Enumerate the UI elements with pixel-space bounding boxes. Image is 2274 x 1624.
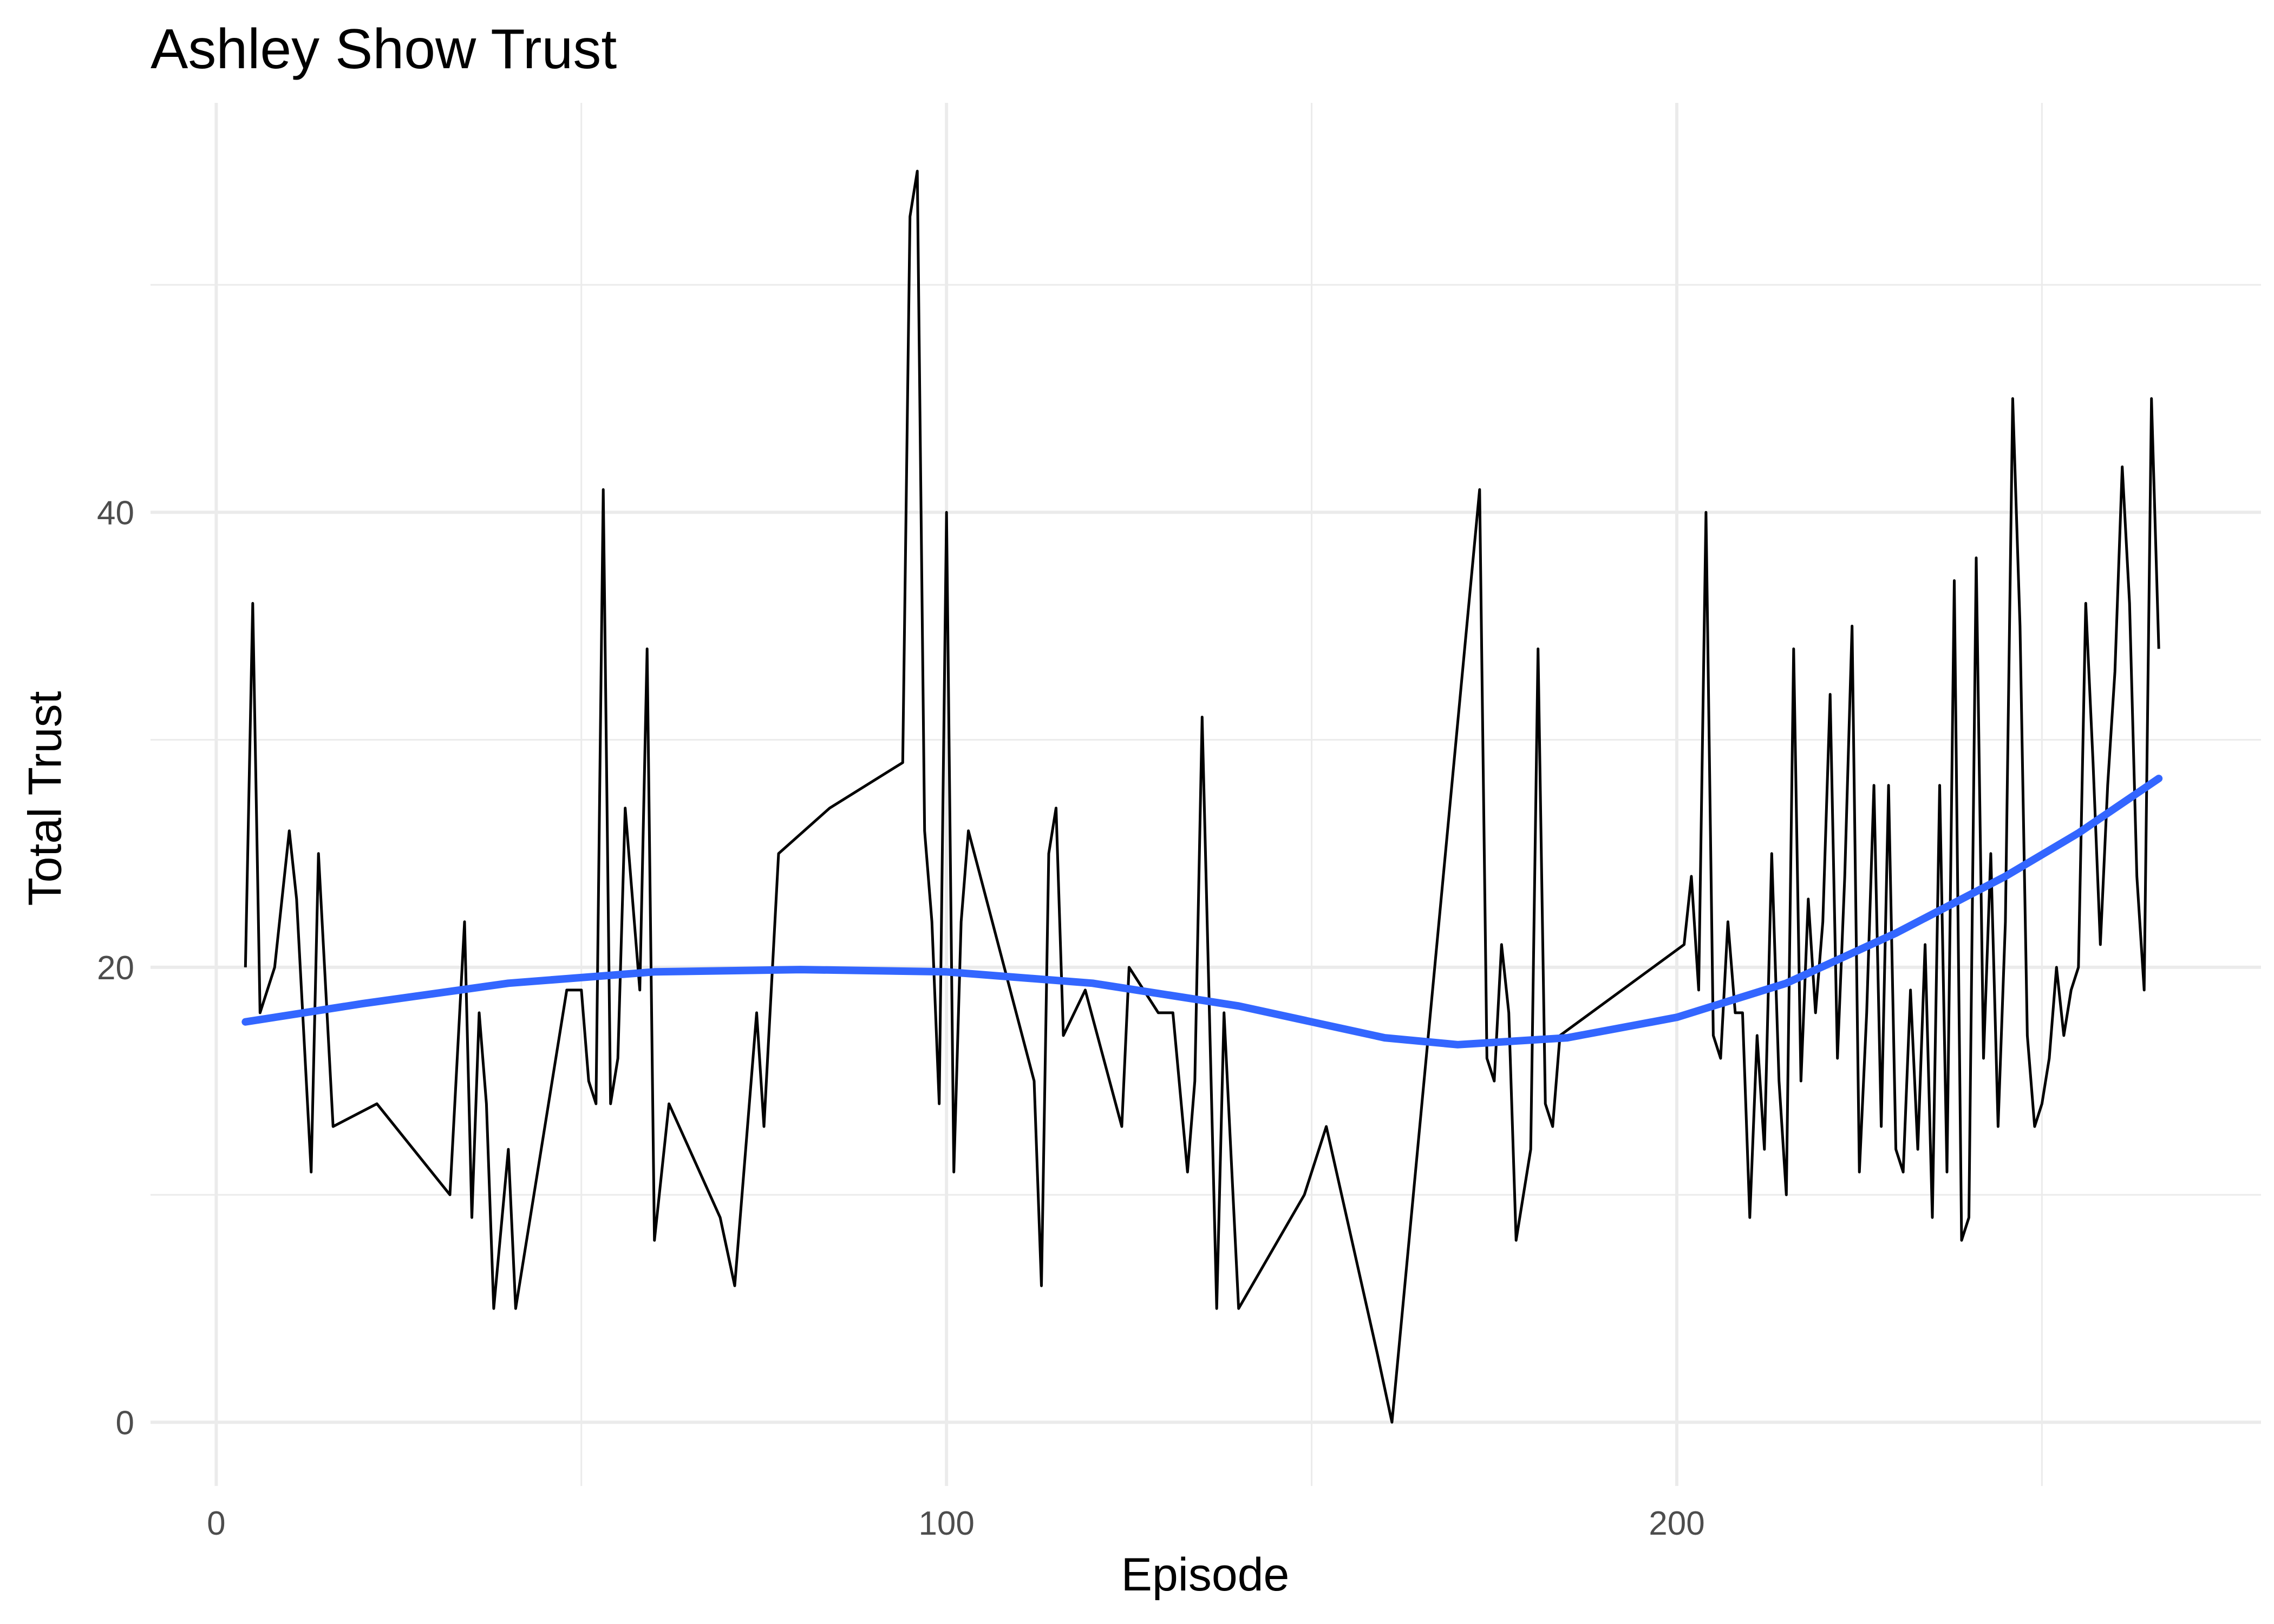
y-tick-label: 0 — [116, 1404, 134, 1442]
x-tick-label: 200 — [1649, 1505, 1704, 1542]
trust-series-line — [244, 169, 2160, 1424]
chart-title: Ashley Show Trust — [151, 18, 617, 81]
x-tick-label: 0 — [207, 1505, 225, 1542]
x-tick-label: 100 — [918, 1505, 974, 1542]
y-tick-label: 20 — [97, 949, 134, 987]
x-axis-label: Episode — [1121, 1549, 1290, 1601]
smooth-trend-line — [241, 775, 2163, 1049]
y-tick-label: 40 — [97, 494, 134, 532]
y-axis-label: Total Trust — [19, 691, 71, 906]
